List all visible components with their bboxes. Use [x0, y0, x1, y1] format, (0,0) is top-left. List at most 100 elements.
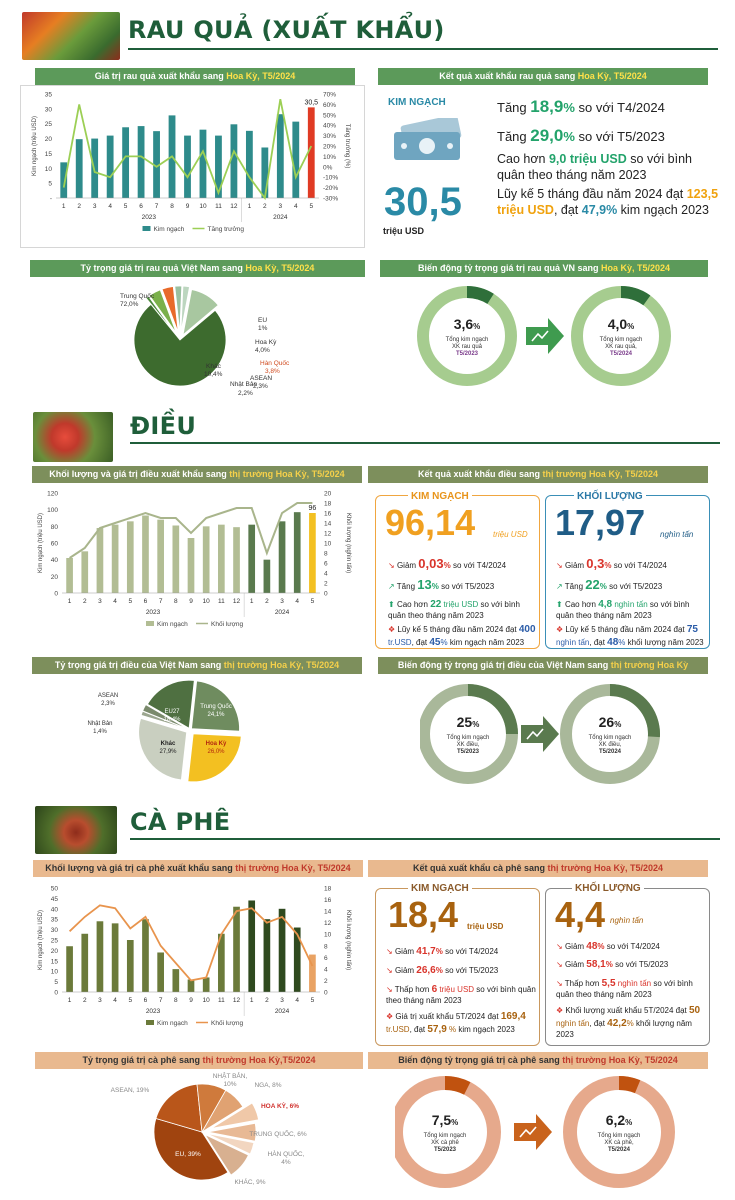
- donut-value: 3,6%: [454, 316, 481, 332]
- rau-donuts: 3,6% Tổng kim ngạch XK rau quả T5/2023 4,0% T…: [415, 282, 695, 392]
- dieu-combo-chart: 0 20 40 60 80 100 120 0 2 4 6 8 10 12 14 16 18 20 1 2 3 4 5 6 7 8…: [30, 485, 365, 645]
- y-tick-label: 35: [45, 92, 53, 99]
- bar-13: [248, 524, 256, 593]
- y-axis-title: Kim ngạch (triệu USD): [32, 116, 38, 176]
- caphe-kn-value: 18,4: [388, 894, 459, 935]
- y2-tick-label: 10%: [323, 154, 336, 161]
- y2-tick-label: 16: [324, 897, 332, 904]
- y2-tick-label: 60%: [323, 102, 336, 109]
- y2-tick-label: 6: [324, 955, 328, 962]
- caphe-kn-2: ↘ Giảm 26,6% so với T5/2023: [386, 965, 499, 976]
- x-tick-label: 11: [218, 598, 225, 605]
- legend-label: Kim ngạch: [157, 621, 188, 628]
- legend-swatch: [146, 621, 154, 626]
- donut-caption: Tổng kim ngạch: [589, 734, 632, 741]
- x-tick-label: 4: [295, 598, 299, 605]
- pie-label: 2,3%: [253, 383, 268, 390]
- pie-slice-2: [145, 295, 176, 334]
- chart-title-rau-value: Giá trị rau quả xuất khẩu sang Hoa Kỳ, T…: [35, 68, 355, 85]
- section-title-dieu: ĐIỀU: [130, 412, 197, 440]
- bar-2: [81, 933, 89, 992]
- title-underline: [130, 838, 720, 840]
- pie-label: ASEAN: [250, 375, 272, 382]
- pie-label: Trung Quốc: [200, 704, 231, 710]
- donut-share: [467, 286, 494, 304]
- y2-tick-label: 14: [324, 521, 332, 528]
- section-title-caphe: CÀ PHÊ: [130, 808, 231, 836]
- legend-label: Tăng trưởng: [208, 225, 245, 233]
- donut-caption: Tổng kim ngạch: [598, 1132, 641, 1139]
- trend-icon: [531, 330, 549, 342]
- y-tick-label: 20: [51, 574, 59, 581]
- dieu-kn-2: ↗ Tăng 13% so với T5/2023: [388, 577, 495, 592]
- pie-label: EU: [258, 317, 267, 324]
- y2-tick-label: 40%: [323, 123, 336, 130]
- pie-label: 2,2%: [238, 390, 253, 397]
- pie-slice-4: [161, 286, 179, 333]
- bar-11: [215, 135, 222, 198]
- legend-swatch: [142, 226, 151, 231]
- legend-label: Kim ngạch: [154, 226, 185, 233]
- donut-share: [619, 1076, 641, 1094]
- legend-label: Khối lượng: [211, 1018, 243, 1027]
- caphe-pie-chart: NHẬT BẢN, 10% NGA, 8% ASEAN, 19% HOA KỲ, 6% T…: [90, 1070, 360, 1195]
- caphe-kl-4: ❖ Khối lượng xuất khẩu 5T/2024 đạt 50 ng…: [556, 1005, 701, 1039]
- donut-value: 6,2%: [606, 1112, 633, 1128]
- arrow-icon: [521, 716, 559, 752]
- bar-12: [233, 527, 240, 593]
- bar-4: [106, 135, 114, 198]
- money-icon: [390, 114, 466, 162]
- dieu-kl-1: ↘ Giảm 0,3% so với T4/2024: [556, 556, 667, 571]
- pie-slice-2: [138, 717, 188, 781]
- x-tick-label: 5: [311, 997, 315, 1004]
- pie-label: NGA, 8%: [254, 1082, 281, 1089]
- donut-caption: T5/2024: [610, 351, 633, 357]
- pie-label: EU, 39%: [175, 1151, 201, 1158]
- pie-label: 4%: [281, 1159, 291, 1166]
- donut-caption: XK cà phê,: [604, 1140, 634, 1146]
- pie-title-rau: Tỷ trọng giá trị rau quả Việt Nam sang H…: [30, 260, 365, 277]
- pie-slice-4: [142, 704, 188, 730]
- caphe-kl-3: ↘ Thấp hơn 5,5 nghìn tấn so với bình quâ…: [556, 978, 693, 999]
- y2-axis-title: Khối lượng (nghìn tấn): [345, 910, 351, 970]
- pie-label: TRUNG QUỐC, 6%: [249, 1128, 307, 1138]
- bar-12: [230, 124, 238, 198]
- rau-value: 30,5: [384, 180, 462, 224]
- pie-label: 3,8%: [265, 368, 280, 375]
- y-tick-label: 20: [45, 136, 53, 143]
- bar-9: [187, 538, 195, 593]
- x-tick-label: 11: [218, 997, 225, 1004]
- donut-ring: [571, 286, 671, 386]
- dieu-kl-2: ↗ Tăng 22% so với T5/2023: [556, 577, 663, 592]
- donut-caption: XK điều,: [457, 742, 480, 748]
- x-tick-label: 5: [309, 203, 313, 210]
- bar-4: [111, 524, 119, 593]
- pie-label: 4,0%: [255, 347, 270, 354]
- bar-6: [142, 515, 149, 593]
- bar-6: [142, 919, 149, 992]
- y2-tick-label: -20%: [323, 185, 338, 192]
- pie-label: 1,4%: [93, 729, 107, 735]
- caphe-kn-1: ↘ Giảm 41,7% so với T4/2024: [386, 946, 499, 957]
- chart-title-dieu: Khối lượng và giá trị điều xuất khẩu san…: [32, 466, 362, 483]
- shift-title-rau: Biến động tỷ trọng giá trị rau quả VN sa…: [380, 260, 708, 277]
- dieu-kl-head: KHỐI LƯỢNG: [574, 490, 646, 503]
- y-tick-label: 10: [51, 969, 59, 976]
- dieu-kl-3: ⬆ Cao hơn 4,8 nghìn tấn so với bình quân…: [556, 599, 690, 620]
- caphe-kn-3: ↘ Thấp hơn 6 triệu USD so với bình quân …: [386, 984, 536, 1005]
- pie-label: KHÁC, 9%: [234, 1177, 265, 1186]
- x-tick-label: 10: [199, 203, 207, 210]
- rau-line-3: Cao hơn 9,0 triệu USD so với bình quân t…: [497, 152, 692, 183]
- x-tick-label: 4: [113, 598, 117, 605]
- y2-axis-title: Khối lượng (nghìn tấn): [345, 513, 351, 573]
- donut-ring: [389, 1076, 501, 1188]
- pie-label: 10,4%: [204, 371, 223, 378]
- bar-3: [96, 528, 104, 593]
- pie-label: Hàn Quốc: [260, 358, 290, 367]
- pie-label: Hoa Kỳ: [206, 741, 227, 747]
- pie-label: ASEAN, 19%: [111, 1087, 150, 1094]
- dieu-kl-card: [545, 495, 710, 649]
- y2-tick-label: 30%: [323, 133, 336, 140]
- x-tick-label: 5: [128, 997, 132, 1004]
- y2-tick-label: 18: [324, 886, 332, 893]
